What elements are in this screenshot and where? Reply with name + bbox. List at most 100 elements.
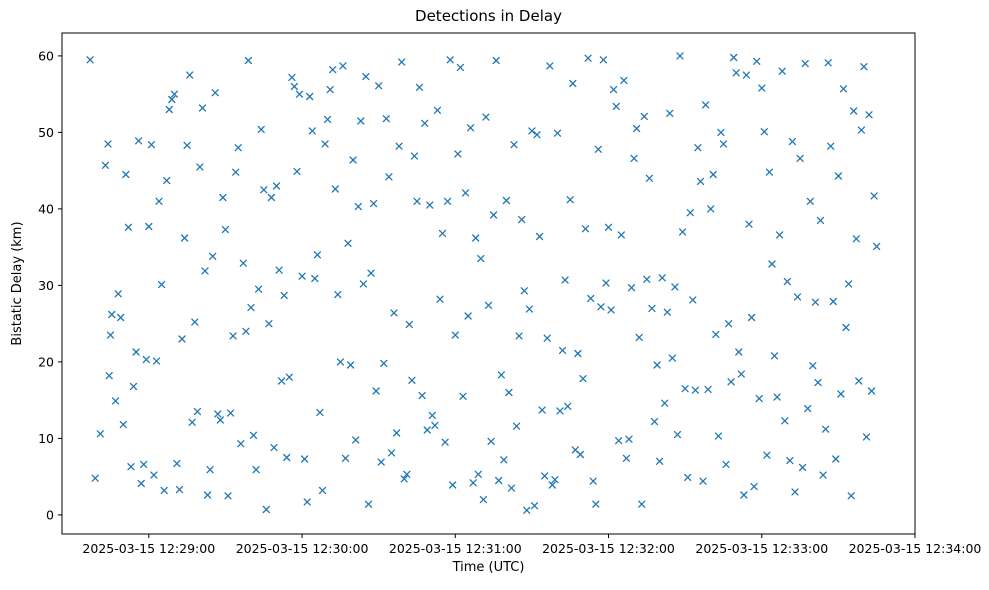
- scatter-point: [758, 84, 766, 92]
- scatter-point: [643, 275, 651, 283]
- scatter-point: [502, 196, 511, 205]
- scatter-point: [520, 287, 528, 295]
- scatter-point: [507, 484, 516, 492]
- scatter-point: [451, 331, 459, 339]
- scatter-point: [300, 455, 309, 463]
- scatter-point: [487, 437, 495, 446]
- scatter-point: [114, 290, 122, 298]
- scatter-point: [127, 463, 135, 471]
- scatter-point: [311, 274, 319, 283]
- scatter-point: [609, 85, 618, 94]
- scatter-point: [321, 140, 329, 148]
- scatter-point: [272, 182, 281, 190]
- scatter-point: [844, 280, 853, 288]
- scatter-point: [543, 334, 551, 342]
- scatter-point: [505, 388, 513, 397]
- scatter-point: [870, 192, 878, 200]
- scatter-point: [678, 228, 687, 236]
- scatter-point: [400, 475, 408, 483]
- scatter-point: [798, 463, 807, 472]
- scatter-point: [515, 332, 523, 340]
- scatter-point: [362, 72, 370, 81]
- scatter-point: [145, 222, 153, 231]
- scatter-point: [147, 141, 156, 149]
- scatter-point: [827, 142, 835, 150]
- scatter-point: [745, 220, 753, 228]
- scatter-point: [352, 436, 360, 444]
- scatter-point: [247, 303, 255, 312]
- scatter-point: [661, 399, 669, 407]
- scatter-point: [346, 361, 355, 369]
- scatter-point: [186, 71, 194, 79]
- scatter-point: [175, 485, 184, 494]
- scatter-point: [489, 211, 498, 219]
- scatter-point: [214, 410, 222, 418]
- scatter-point: [288, 73, 296, 82]
- scatter-point: [290, 82, 299, 91]
- scatter-point: [431, 421, 439, 430]
- scatter-point: [178, 335, 186, 343]
- scatter-point: [306, 92, 314, 101]
- scatter-point: [326, 85, 334, 94]
- scatter-point: [791, 488, 799, 496]
- scatter-point: [648, 304, 656, 313]
- scatter-point: [140, 460, 148, 469]
- scatter-point: [152, 357, 161, 365]
- scatter-point: [262, 505, 270, 514]
- y-tick-label: 40: [38, 201, 54, 216]
- scatter-point: [814, 378, 822, 387]
- scatter-point: [747, 313, 756, 322]
- scatter-point: [658, 274, 666, 282]
- scatter-point: [689, 296, 697, 304]
- scatter-point: [850, 107, 858, 115]
- scatter-point: [796, 154, 804, 163]
- scatter-point: [260, 186, 268, 194]
- scatter-point: [277, 377, 286, 385]
- scatter-point: [627, 284, 636, 292]
- scatter-point: [433, 106, 442, 114]
- scatter-point: [704, 385, 712, 394]
- scatter-point: [254, 285, 263, 293]
- scatter-point: [472, 234, 480, 242]
- scatter-point: [740, 491, 748, 499]
- scatter-point: [551, 476, 559, 484]
- scatter-point: [742, 71, 751, 79]
- scatter-point: [191, 318, 199, 326]
- scatter-point: [839, 85, 848, 93]
- scatter-point: [768, 260, 776, 268]
- scatter-point: [449, 481, 457, 489]
- scatter-point: [666, 109, 674, 117]
- scatter-point: [441, 438, 449, 446]
- scatter-point: [781, 417, 789, 425]
- scatter-point: [364, 500, 373, 508]
- scatter-point: [709, 170, 717, 179]
- scatter-point: [730, 53, 738, 62]
- scatter-point: [645, 174, 654, 182]
- scatter-point: [712, 330, 720, 339]
- scatter-point: [630, 154, 638, 163]
- scatter-point: [753, 57, 761, 65]
- scatter-point: [196, 163, 204, 171]
- scatter-point: [392, 429, 401, 437]
- scatter-point: [691, 386, 700, 394]
- scatter-point: [617, 231, 625, 239]
- scatter-point: [380, 359, 388, 368]
- scatter-point: [229, 332, 237, 340]
- y-tick-label: 60: [38, 48, 54, 63]
- scatter-point: [405, 320, 413, 329]
- scatter-point: [510, 141, 518, 149]
- scatter-point: [267, 193, 276, 202]
- scatter-point: [495, 476, 503, 485]
- scatter-point: [96, 430, 104, 438]
- scatter-point: [224, 492, 232, 500]
- scatter-point: [569, 79, 577, 88]
- scatter-point: [564, 402, 572, 410]
- scatter-point: [809, 362, 817, 370]
- scatter-point: [783, 277, 791, 286]
- scatter-point: [86, 56, 94, 64]
- scatter-point: [650, 417, 659, 426]
- scatter-point: [829, 297, 837, 306]
- y-tick-label: 0: [46, 507, 54, 522]
- scatter-point: [239, 259, 247, 267]
- scatter-point: [847, 492, 855, 500]
